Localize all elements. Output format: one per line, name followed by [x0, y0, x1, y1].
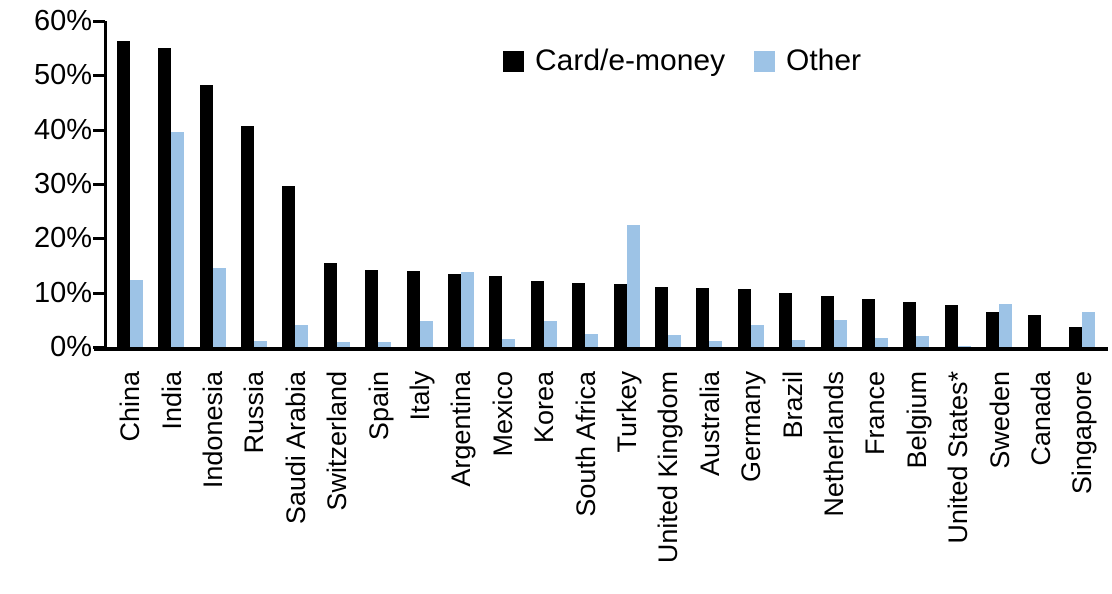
bar-other-saudi-arabia: [295, 325, 309, 347]
x-axis-label-mexico: Mexico: [487, 371, 518, 457]
x-axis-label-sweden: Sweden: [984, 371, 1015, 469]
bar-other-turkey: [626, 224, 640, 347]
y-axis-label-0: 0%: [50, 331, 92, 363]
bar-card-e-money-spain: [365, 270, 379, 347]
bar-card-e-money-united-kingdom: [654, 286, 668, 347]
x-axis-label-spain: Spain: [363, 371, 394, 441]
legend-swatch-card-e-money: [503, 50, 524, 72]
y-axis-tick-30: [93, 183, 105, 186]
bar-other-indonesia: [212, 268, 226, 347]
y-axis-label-50: 50%: [33, 59, 92, 92]
bar-other-france: [874, 338, 888, 347]
bar-other-spain: [378, 341, 392, 347]
bar-card-e-money-south-africa: [572, 282, 586, 347]
bar-card-e-money-belgium: [903, 301, 917, 347]
x-axis-label-saudi-arabia: Saudi Arabia: [280, 371, 311, 525]
y-axis-label-60: 60%: [33, 5, 92, 38]
bar-card-e-money-india: [158, 47, 172, 347]
legend-swatch-other: [754, 50, 775, 72]
bar-other-mexico: [502, 339, 516, 347]
bar-other-italy: [419, 321, 433, 347]
bar-other-china: [129, 279, 143, 347]
x-axis-label-turkey: Turkey: [612, 371, 642, 453]
bar-card-e-money-korea: [530, 280, 544, 347]
bar-other-argentina: [460, 272, 474, 347]
bar-card-e-money-france: [861, 299, 875, 347]
y-axis-label-40: 40%: [33, 113, 92, 146]
bar-card-e-money-netherlands: [820, 296, 834, 347]
x-axis-label-netherlands: Netherlands: [819, 371, 849, 517]
legend-item-card-e-money: Card/e-money: [503, 46, 725, 76]
bar-card-e-money-united-states: [944, 304, 958, 347]
x-axis-label-india: India: [156, 371, 187, 430]
bar-other-australia: [709, 341, 723, 347]
x-axis-label-france: France: [860, 371, 891, 456]
bar-card-e-money-italy: [406, 270, 420, 347]
bar-card-e-money-switzerland: [323, 262, 337, 347]
x-axis-label-canada: Canada: [1026, 371, 1056, 466]
x-axis-label-indonesia: Indonesia: [198, 371, 228, 489]
x-axis-line: [94, 347, 1108, 351]
bar-card-e-money-brazil: [779, 292, 793, 347]
legend-label-other: Other: [786, 44, 862, 77]
bar-card-e-money-indonesia: [199, 85, 213, 347]
legend-label-card-e-money: Card/e-money: [535, 44, 726, 77]
y-axis-tick-10: [93, 291, 105, 295]
bar-other-united-states: [957, 345, 971, 347]
x-axis-label-south-africa: South Africa: [570, 371, 601, 517]
y-axis-tick-40: [93, 128, 105, 132]
bar-other-korea: [543, 321, 557, 347]
bar-card-e-money-saudi-arabia: [282, 185, 296, 347]
bar-other-brazil: [792, 339, 806, 347]
x-axis-label-united-states: United States*: [943, 371, 974, 544]
bar-card-e-money-argentina: [447, 274, 461, 347]
bar-card-e-money-turkey: [613, 283, 627, 347]
bar-card-e-money-china: [116, 41, 130, 347]
bar-other-sweden: [999, 303, 1013, 347]
bar-card-e-money-singapore: [1068, 327, 1082, 347]
bar-other-netherlands: [833, 320, 847, 347]
y-axis-tick-0: [93, 346, 105, 349]
y-axis-tick-60: [93, 20, 105, 24]
x-axis-label-germany: Germany: [736, 371, 767, 483]
bar-other-germany: [750, 324, 764, 347]
bar-card-e-money-mexico: [489, 276, 503, 347]
bar-card-e-money-australia: [696, 288, 710, 347]
y-axis-label-10: 10%: [33, 276, 92, 309]
bar-other-india: [171, 131, 185, 347]
x-axis-label-singapore: Singapore: [1067, 371, 1098, 495]
bar-other-russia: [253, 341, 267, 347]
x-axis-label-china: China: [115, 371, 146, 442]
y-axis-label-20: 20%: [33, 222, 92, 255]
x-axis-label-belgium: Belgium: [901, 371, 932, 469]
x-axis-label-italy: Italy: [405, 371, 435, 421]
bar-other-switzerland: [336, 342, 350, 347]
x-axis-label-brazil: Brazil: [777, 371, 808, 439]
bar-card-e-money-germany: [737, 289, 751, 347]
y-axis-tick-20: [93, 237, 105, 241]
bar-card-e-money-russia: [240, 126, 254, 347]
x-axis-label-switzerland: Switzerland: [322, 371, 353, 511]
x-axis-label-russia: Russia: [239, 371, 270, 454]
x-axis-label-argentina: Argentina: [446, 371, 477, 487]
y-axis-label-30: 30%: [33, 168, 92, 200]
bar-other-united-kingdom: [667, 334, 681, 347]
bar-other-south-africa: [585, 333, 599, 347]
bar-card-e-money-sweden: [986, 312, 1000, 347]
x-axis-label-australia: Australia: [694, 371, 725, 477]
bar-card-e-money-canada: [1027, 315, 1041, 347]
y-axis-tick-50: [93, 74, 105, 78]
x-axis-label-united-kingdom: United Kingdom: [653, 371, 684, 564]
bar-other-belgium: [916, 335, 930, 347]
bar-other-singapore: [1081, 312, 1095, 347]
legend-item-other: Other: [754, 46, 861, 76]
y-axis-line: [104, 21, 107, 351]
x-axis-label-korea: Korea: [529, 371, 560, 444]
